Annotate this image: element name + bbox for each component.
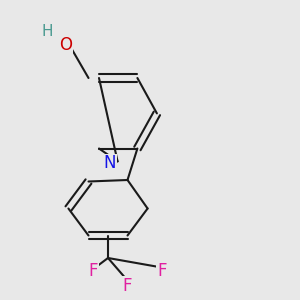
Text: N: N — [103, 154, 116, 172]
Text: O: O — [59, 36, 73, 54]
Text: H: H — [42, 24, 53, 39]
Text: F: F — [88, 262, 98, 280]
Text: F: F — [123, 277, 132, 295]
Text: F: F — [157, 262, 167, 280]
